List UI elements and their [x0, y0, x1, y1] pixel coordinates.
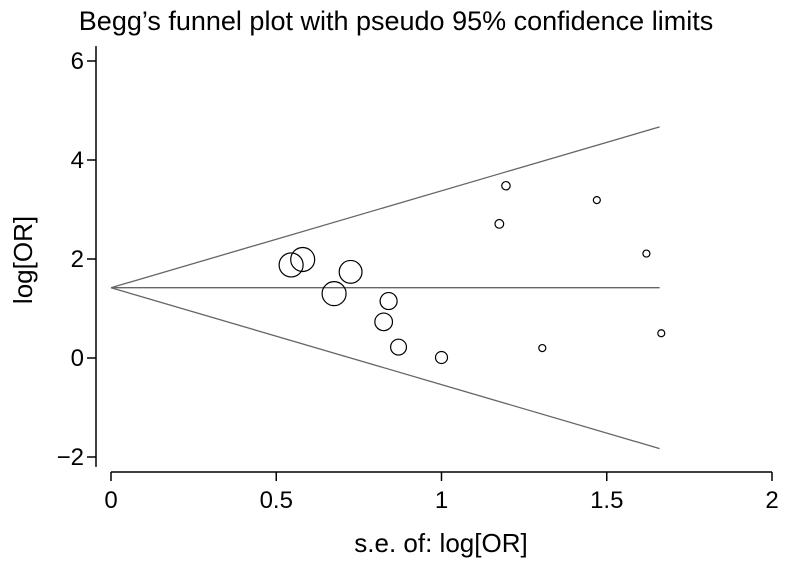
y-tick-label: 2	[71, 246, 84, 273]
chart-title: Begg’s funnel plot with pseudo 95% confi…	[78, 6, 714, 36]
y-axis-label: log[OR]	[8, 216, 38, 304]
study-point	[374, 312, 394, 332]
y-tick-label: 0	[71, 345, 84, 372]
upper-ci-line	[110, 126, 660, 289]
study-points	[278, 180, 666, 365]
study-point	[290, 246, 316, 273]
x-tick-label: 1.5	[590, 487, 623, 514]
study-point	[278, 252, 304, 278]
y-tick-label: 6	[71, 48, 84, 75]
study-point	[434, 350, 449, 365]
study-point	[338, 259, 363, 284]
x-tick-label: 1	[435, 487, 448, 514]
study-point	[321, 281, 347, 307]
axes: −2 0 2 4 6 0 0.5 1 1.5 2	[57, 46, 779, 514]
study-point	[592, 195, 601, 205]
pseudo-ci-lines	[110, 126, 660, 450]
study-point	[538, 343, 547, 353]
y-tick-label: −2	[57, 444, 84, 471]
study-point	[379, 291, 398, 311]
x-tick-label: 0.5	[260, 487, 293, 514]
x-tick-label: 2	[765, 487, 778, 514]
study-point	[642, 249, 651, 258]
study-point	[501, 180, 511, 191]
study-point	[390, 338, 408, 356]
x-tick-label: 0	[104, 487, 117, 514]
lower-ci-line	[110, 287, 660, 450]
y-tick-label: 4	[71, 147, 84, 174]
study-point	[494, 218, 505, 229]
x-axis-label: s.e. of: log[OR]	[354, 528, 527, 558]
study-point	[657, 329, 666, 338]
